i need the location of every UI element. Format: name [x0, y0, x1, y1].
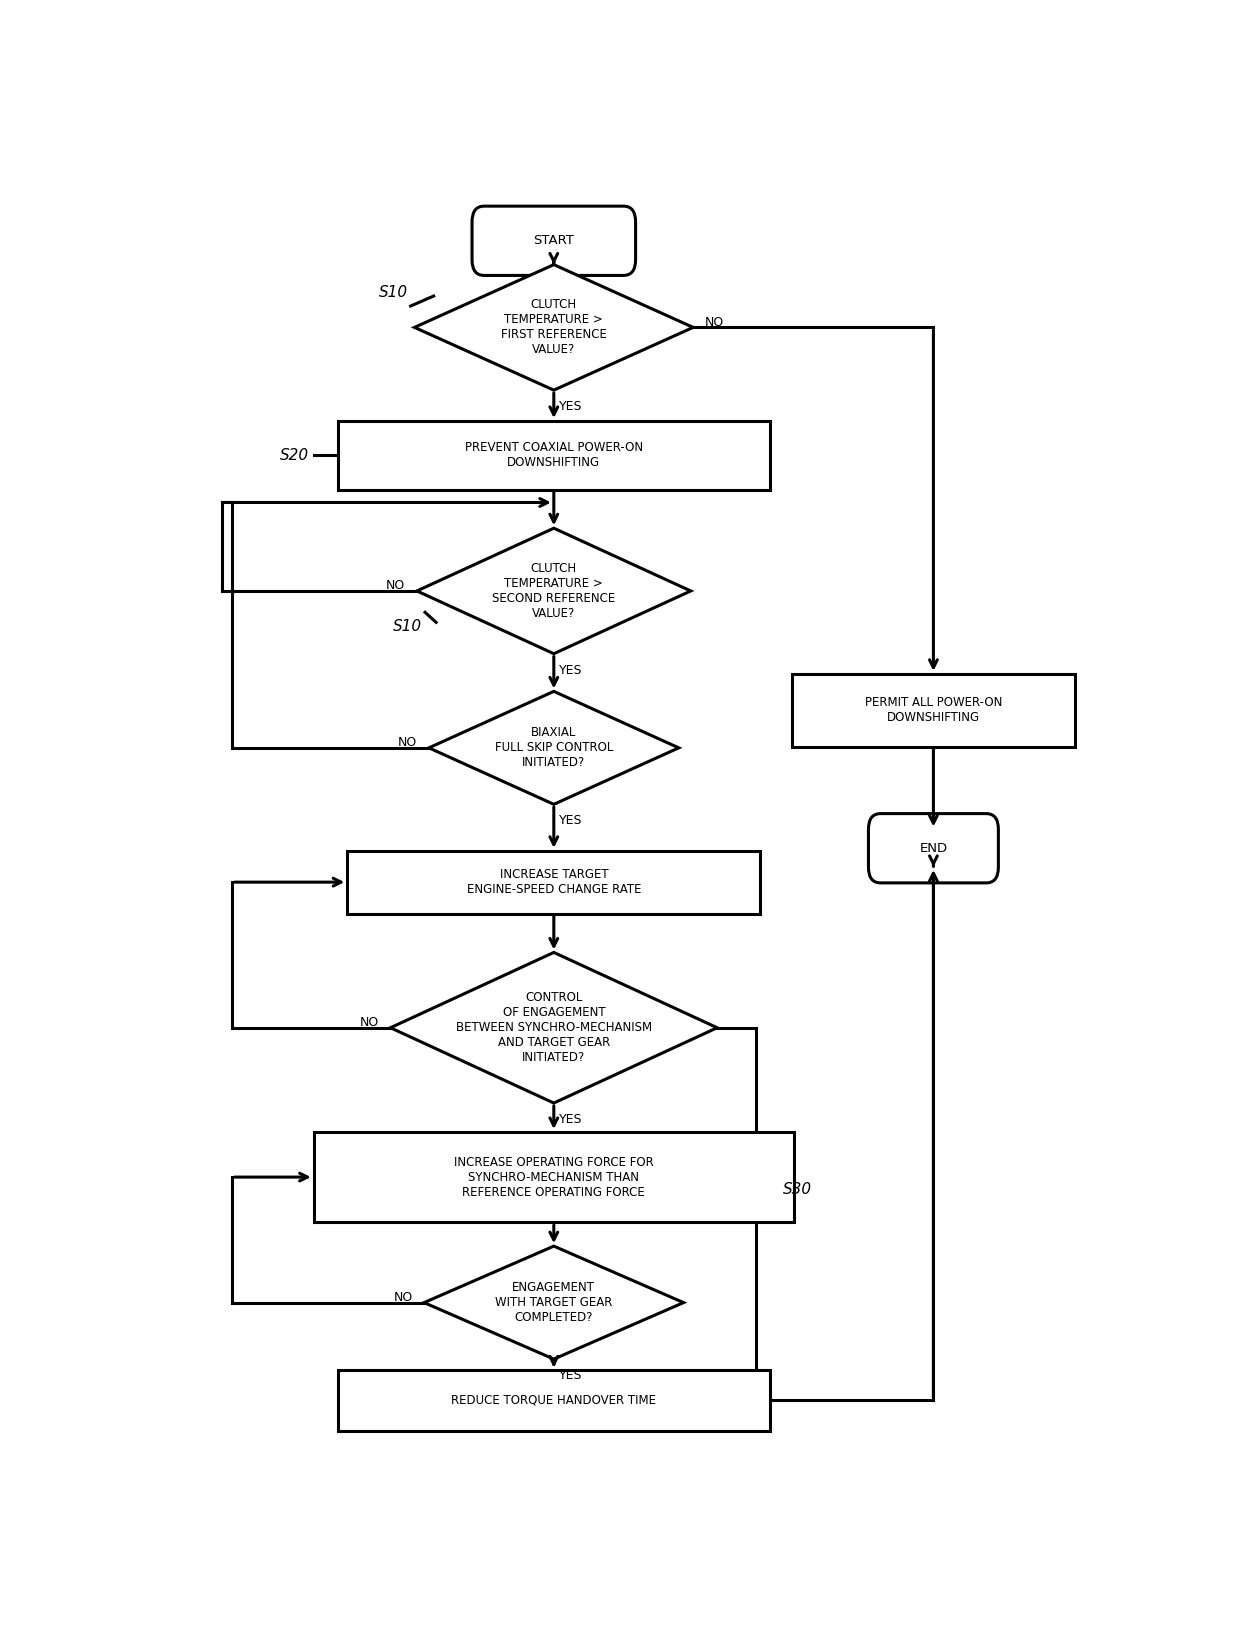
Polygon shape: [791, 673, 1075, 747]
Polygon shape: [347, 851, 760, 913]
Text: S10: S10: [393, 618, 423, 634]
Text: YES: YES: [559, 1113, 583, 1126]
FancyBboxPatch shape: [868, 813, 998, 883]
Polygon shape: [314, 1131, 794, 1222]
Text: S10: S10: [378, 285, 408, 300]
Text: INCREASE TARGET
ENGINE-SPEED CHANGE RATE: INCREASE TARGET ENGINE-SPEED CHANGE RATE: [466, 869, 641, 897]
Polygon shape: [337, 1371, 770, 1431]
Polygon shape: [417, 528, 691, 654]
Text: S30: S30: [782, 1182, 812, 1196]
Text: CLUTCH
TEMPERATURE >
FIRST REFERENCE
VALUE?: CLUTCH TEMPERATURE > FIRST REFERENCE VAL…: [501, 298, 606, 357]
Text: INCREASE OPERATING FORCE FOR
SYNCHRO-MECHANISM THAN
REFERENCE OPERATING FORCE: INCREASE OPERATING FORCE FOR SYNCHRO-MEC…: [454, 1156, 653, 1198]
Polygon shape: [429, 691, 678, 804]
Polygon shape: [414, 264, 693, 390]
Text: NO: NO: [393, 1291, 413, 1304]
Text: CLUTCH
TEMPERATURE >
SECOND REFERENCE
VALUE?: CLUTCH TEMPERATURE > SECOND REFERENCE VA…: [492, 562, 615, 619]
Text: ENGAGEMENT
WITH TARGET GEAR
COMPLETED?: ENGAGEMENT WITH TARGET GEAR COMPLETED?: [495, 1281, 613, 1324]
Text: NO: NO: [398, 737, 418, 750]
Text: NO: NO: [360, 1015, 379, 1029]
Text: NO: NO: [704, 316, 724, 329]
Text: YES: YES: [559, 1369, 583, 1382]
Polygon shape: [337, 421, 770, 491]
Polygon shape: [391, 952, 717, 1104]
Text: PERMIT ALL POWER-ON
DOWNSHIFTING: PERMIT ALL POWER-ON DOWNSHIFTING: [864, 696, 1002, 724]
Text: END: END: [919, 841, 947, 854]
Text: REDUCE TORQUE HANDOVER TIME: REDUCE TORQUE HANDOVER TIME: [451, 1394, 656, 1407]
Text: START: START: [533, 235, 574, 248]
Text: S20: S20: [280, 448, 309, 463]
Text: NO: NO: [386, 579, 405, 592]
Polygon shape: [424, 1245, 683, 1359]
Text: PREVENT COAXIAL POWER-ON
DOWNSHIFTING: PREVENT COAXIAL POWER-ON DOWNSHIFTING: [465, 442, 642, 469]
Text: YES: YES: [559, 663, 583, 676]
Text: BIAXIAL
FULL SKIP CONTROL
INITIATED?: BIAXIAL FULL SKIP CONTROL INITIATED?: [495, 727, 613, 769]
Text: YES: YES: [559, 815, 583, 828]
Text: CONTROL
OF ENGAGEMENT
BETWEEN SYNCHRO-MECHANISM
AND TARGET GEAR
INITIATED?: CONTROL OF ENGAGEMENT BETWEEN SYNCHRO-ME…: [456, 991, 652, 1064]
Text: YES: YES: [559, 401, 583, 412]
FancyBboxPatch shape: [472, 205, 636, 275]
